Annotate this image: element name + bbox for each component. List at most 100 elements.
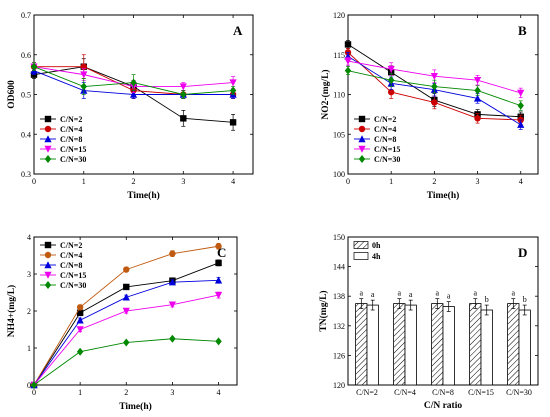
data-point: [344, 41, 352, 48]
legend-label: C/N=8: [60, 135, 82, 144]
y-tick-label: 120: [333, 381, 345, 390]
data-point: [387, 76, 395, 85]
x-tick-label: 2: [124, 388, 128, 397]
legend-label: C/N=30: [60, 281, 86, 290]
x-tick-label: 1: [82, 177, 86, 186]
bar: [469, 303, 482, 386]
data-point: [517, 101, 524, 110]
significance-label: a: [371, 290, 375, 299]
x-tick-label: C/N=30: [506, 388, 532, 397]
bar: [393, 303, 406, 386]
data-point: [430, 73, 438, 81]
data-point: [387, 65, 395, 73]
x-tick-label: 2: [132, 177, 136, 186]
y-tick-label: 144: [333, 263, 345, 272]
y-tick-label: 2: [27, 307, 31, 316]
data-point: [215, 337, 222, 346]
y-axis-title: NH4+(mg/L): [6, 285, 17, 337]
x-tick-label: 3: [170, 388, 174, 397]
legend: C/N=2C/N=4C/N=8C/N=15C/N=30: [40, 115, 86, 164]
bar: [518, 309, 531, 386]
y-tick-label: 105: [333, 130, 345, 139]
legend-label: C/N=4: [374, 125, 396, 134]
legend-marker: [44, 261, 52, 269]
data-point: [80, 82, 87, 91]
data-point: [168, 278, 177, 286]
y-axis-title: TN(mg/L): [318, 290, 329, 331]
data-point: [387, 88, 395, 96]
panel-C: 0 1 2 3 4 0 1 2 3 4 C/N=2C/N=4C/N=8C/N=15C/N=30 C Ti…: [6, 233, 238, 412]
bar: [355, 303, 368, 386]
x-tick-label: 4: [217, 388, 221, 397]
legend-marker: [44, 155, 52, 163]
legend-label: C/N=8: [60, 261, 82, 270]
panel-letter: B: [518, 23, 527, 38]
x-axis-title: C/N ratio: [424, 401, 463, 411]
y-tick-label: 150: [333, 233, 345, 242]
significance-label: a: [360, 289, 364, 298]
legend-marker: [44, 135, 52, 143]
legend-label: C/N=4: [60, 125, 82, 134]
data-point: [344, 52, 352, 60]
legend-label: C/N=8: [374, 135, 396, 144]
x-tick-label: 1: [78, 388, 82, 397]
x-tick-label: 0: [346, 177, 350, 186]
significance-label: a: [474, 289, 478, 298]
data-point: [130, 78, 137, 87]
data-point: [123, 266, 130, 273]
y-tick-label: 1: [27, 344, 31, 353]
data-point: [76, 309, 84, 317]
x-axis-title: Time(h): [119, 401, 152, 412]
data-point: [229, 86, 237, 95]
y-tick-label: 126: [333, 351, 345, 360]
y-tick-label: 0.5: [21, 91, 31, 100]
x-axis-title: Time(h): [127, 190, 160, 201]
legend-swatch: [353, 252, 369, 260]
legend: C/N=2C/N=4C/N=8C/N=15C/N=30: [354, 115, 400, 164]
data-point: [179, 83, 187, 91]
legend-marker: [358, 135, 366, 143]
data-point: [431, 99, 438, 106]
significance-label: b: [485, 295, 489, 304]
data-point: [344, 57, 352, 65]
legend-marker: [44, 271, 52, 279]
y-tick-label: 138: [333, 292, 345, 301]
y-tick-label: 120: [333, 11, 345, 20]
legend-label: C/N=2: [60, 241, 82, 250]
legend-marker: [358, 115, 366, 123]
data-point: [344, 66, 352, 75]
x-tick-label: C/N=2: [356, 388, 378, 397]
panel-B: 100 105 110 115 120 0 1 2 3 4 C/N=2C/N=4C/N=8C/N=1…: [320, 11, 539, 201]
y-tick-label: 0.6: [21, 51, 31, 60]
data-point: [214, 276, 223, 284]
y-tick-label: 115: [333, 51, 345, 60]
y-tick-label: 100: [333, 170, 345, 179]
x-tick-label: 2: [432, 177, 436, 186]
data-point: [474, 115, 481, 122]
y-tick-label: 3: [27, 270, 31, 279]
legend-marker: [358, 155, 366, 163]
legend-marker: [44, 125, 52, 133]
data-point: [229, 119, 237, 126]
legend-marker: [358, 125, 366, 133]
bar: [442, 306, 455, 386]
legend-marker: [44, 281, 52, 289]
legend-marker: [44, 115, 52, 123]
bar: [366, 304, 379, 386]
y-tick-label: 132: [333, 322, 345, 331]
x-axis-title: Time(h): [427, 190, 460, 201]
significance-label: a: [512, 289, 516, 298]
bar: [431, 303, 444, 386]
panel-letter: D: [518, 245, 527, 260]
significance-label: a: [447, 292, 451, 301]
y-tick-label: 0.7: [21, 11, 31, 20]
data-point: [80, 63, 87, 70]
x-tick-label: 0: [32, 177, 36, 186]
x-tick-label: 0: [32, 388, 36, 397]
data-point: [129, 90, 138, 98]
legend: C/N=2C/N=4C/N=8C/N=15C/N=30: [40, 241, 86, 290]
significance-label: a: [409, 290, 413, 299]
